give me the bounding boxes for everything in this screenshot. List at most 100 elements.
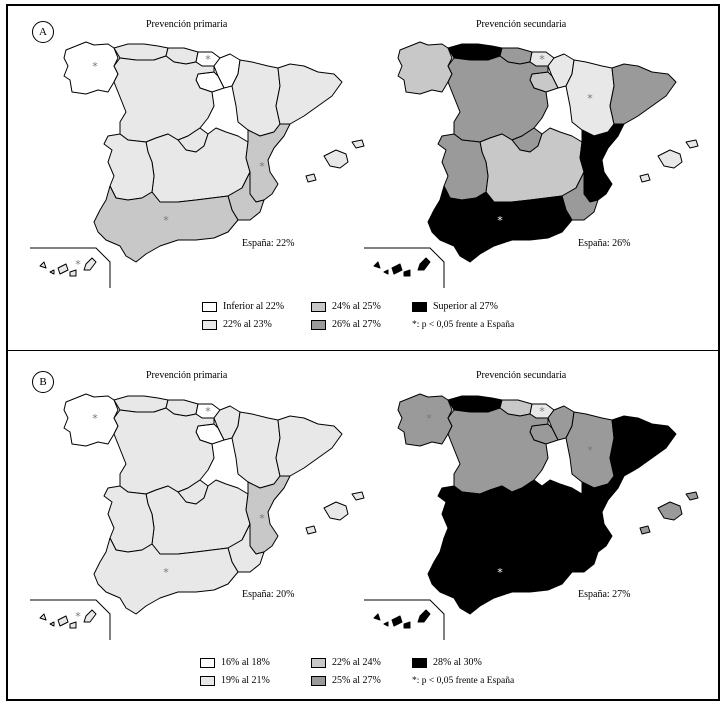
region-galicia xyxy=(63,41,119,95)
panel-b-map-1-title: Prevención primaria xyxy=(146,370,228,381)
panel-b-legend-item-4: 25% al 27% xyxy=(311,675,381,686)
legend-swatch xyxy=(311,301,326,312)
region-castilla-leon xyxy=(113,55,215,143)
panel-b-map-2-title: Prevención secundaria xyxy=(476,370,567,381)
significance-marker-galicia: * xyxy=(426,412,432,425)
panel-b-significance-note: *: p < 0,05 frente a España xyxy=(412,676,515,686)
significance-marker-pais-vasco: * xyxy=(205,405,211,418)
panel-a-label: A xyxy=(32,21,54,43)
significance-marker-canarias: * xyxy=(409,610,415,623)
legend-swatch xyxy=(202,319,217,330)
panel-a-map-1-total: España: 22% xyxy=(242,238,295,249)
panel-b-legend-item-2: 19% al 21% xyxy=(200,675,270,686)
region-andalucia xyxy=(427,537,573,615)
panel-a-map-1: * * * * * xyxy=(30,41,365,288)
region-castilla-leon xyxy=(447,55,549,143)
significance-marker-canarias: * xyxy=(75,610,81,623)
significance-marker-galicia: * xyxy=(92,60,98,73)
region-canarias xyxy=(373,257,431,277)
region-valencia xyxy=(245,475,291,555)
panel-a-significance-note: *: p < 0,05 frente a España xyxy=(412,320,515,330)
canarias-inset-frame xyxy=(364,599,445,640)
panel-b-label: B xyxy=(32,371,54,393)
panel-a-map-2: * * * * xyxy=(364,41,699,288)
region-andalucia xyxy=(427,185,573,263)
legend-swatch xyxy=(311,319,326,330)
region-cataluna xyxy=(275,63,343,125)
panel-a-legend-item-1: Inferior al 22% xyxy=(202,301,284,312)
legend-label: 16% al 18% xyxy=(221,657,270,668)
legend-swatch xyxy=(311,657,326,668)
legend-label: 25% al 27% xyxy=(332,675,381,686)
panel-a-legend-item-5: Superior al 27% xyxy=(412,301,498,312)
region-aragon xyxy=(231,411,281,489)
legend-swatch xyxy=(202,301,217,312)
region-andalucia xyxy=(93,185,239,263)
region-canarias xyxy=(39,609,97,629)
legend-label: Superior al 27% xyxy=(433,301,498,312)
panel-a-legend-item-3: 24% al 25% xyxy=(311,301,381,312)
panel-b-legend-item-3: 22% al 24% xyxy=(311,657,381,668)
region-baleares xyxy=(639,139,699,183)
panel-b-map-2: * * * * * xyxy=(364,393,699,640)
panel-b-map-1-total: España: 20% xyxy=(242,589,295,600)
panel-b-legend-item-5: 28% al 30% xyxy=(412,657,482,668)
region-andalucia xyxy=(93,537,239,615)
canarias-inset-frame xyxy=(30,247,111,288)
region-valencia xyxy=(245,123,291,203)
panel-b-map-2-total: España: 27% xyxy=(578,589,631,600)
legend-swatch xyxy=(200,675,215,686)
significance-marker-valencia: * xyxy=(259,160,265,173)
region-valencia xyxy=(579,475,625,555)
region-baleares xyxy=(639,491,699,535)
significance-marker-pais-vasco: * xyxy=(205,53,211,66)
legend-label: 22% al 24% xyxy=(332,657,381,668)
panel-b-map-1: * * * * * xyxy=(30,393,365,640)
region-valencia xyxy=(579,123,625,203)
canarias-inset-frame xyxy=(30,599,111,640)
panel-a-map-2-total: España: 26% xyxy=(578,238,631,249)
region-canarias xyxy=(39,257,97,277)
legend-swatch xyxy=(412,301,427,312)
significance-marker-andalucia: * xyxy=(163,214,169,227)
legend-label: 22% al 23% xyxy=(223,319,272,330)
significance-marker-canarias: * xyxy=(75,258,81,271)
significance-marker-valencia: * xyxy=(259,512,265,525)
legend-label: 24% al 25% xyxy=(332,301,381,312)
panel-a-map-1-title: Prevención primaria xyxy=(146,19,228,30)
region-cataluna xyxy=(609,415,677,477)
panel-a-legend-item-2: 22% al 23% xyxy=(202,319,272,330)
significance-marker-canarias: * xyxy=(409,258,415,271)
legend-label: 28% al 30% xyxy=(433,657,482,668)
region-cataluna xyxy=(275,415,343,477)
canarias-inset-frame xyxy=(364,247,445,288)
significance-marker-aragon: * xyxy=(587,444,593,457)
panel-b-legend-item-1: 16% al 18% xyxy=(200,657,270,668)
region-castilla-leon xyxy=(447,407,549,495)
region-baleares xyxy=(305,139,365,183)
legend-label: Inferior al 22% xyxy=(223,301,285,312)
region-cataluna xyxy=(609,63,677,125)
figure-frame xyxy=(6,4,720,701)
legend-swatch xyxy=(200,657,215,668)
panel-divider xyxy=(6,350,720,351)
region-galicia xyxy=(397,393,453,447)
region-canarias xyxy=(373,609,431,629)
region-galicia xyxy=(397,41,453,95)
legend-swatch xyxy=(412,657,427,668)
legend-label: 26% al 27% xyxy=(332,319,381,330)
significance-marker-aragon: * xyxy=(587,92,593,105)
region-castilla-leon xyxy=(113,407,215,495)
legend-swatch xyxy=(311,675,326,686)
legend-label: 19% al 21% xyxy=(221,675,270,686)
significance-marker-andalucia: * xyxy=(497,566,503,579)
region-baleares xyxy=(305,491,365,535)
region-galicia xyxy=(63,393,119,447)
panel-a-legend-item-4: 26% al 27% xyxy=(311,319,381,330)
region-aragon xyxy=(231,59,281,137)
significance-marker-andalucia: * xyxy=(497,214,503,227)
significance-marker-pais-vasco: * xyxy=(539,53,545,66)
significance-marker-galicia: * xyxy=(92,412,98,425)
panel-a-map-2-title: Prevención secundaria xyxy=(476,19,567,30)
significance-marker-andalucia: * xyxy=(163,566,169,579)
